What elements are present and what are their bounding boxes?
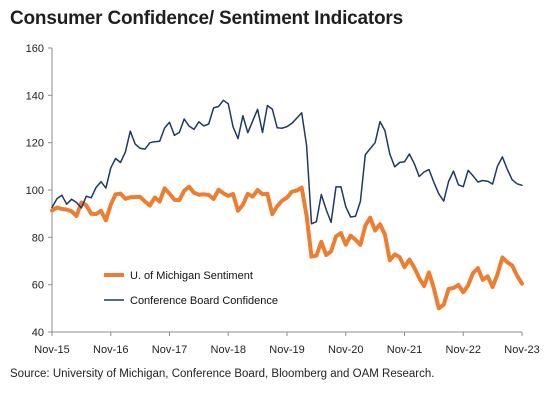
line-chart: 40 60 80 100 120 140 160 Nov-15 Nov-16 Nov-17 Nov-… (26, 43, 540, 356)
x-tick-label: Nov-20 (328, 344, 363, 356)
x-tick-label: Nov-23 (504, 344, 539, 356)
series-line-conference-board (51, 99, 523, 225)
x-tick-label: Nov-19 (269, 344, 304, 356)
x-tick-label: Nov-18 (211, 344, 246, 356)
y-tick-label: 100 (26, 185, 44, 197)
series-line-michigan (50, 184, 524, 311)
legend-label-conference-board: Conference Board Confidence (130, 295, 278, 307)
y-tick-label: 140 (26, 90, 44, 102)
x-tick-label: Nov-21 (387, 344, 422, 356)
y-tick-label: 40 (32, 327, 44, 339)
chart-axes: 40 60 80 100 120 140 160 Nov-15 Nov-16 Nov-17 Nov-… (26, 43, 540, 356)
series-layer (50, 99, 524, 311)
y-tick-label: 160 (26, 43, 44, 55)
x-tick-label: Nov-17 (152, 344, 187, 356)
x-tick-label: Nov-16 (93, 344, 128, 356)
chart-legend: U. of Michigan Sentiment Conference Boar… (104, 270, 278, 307)
y-tick-label: 60 (32, 280, 44, 292)
y-tick-label: 120 (26, 138, 44, 150)
x-tick-label: Nov-22 (446, 344, 481, 356)
x-tick-label: Nov-15 (34, 344, 69, 356)
chart-title: Consumer Confidence/ Sentiment Indicator… (10, 8, 403, 29)
legend-label-michigan: U. of Michigan Sentiment (130, 270, 253, 282)
source-note: Source: University of Michigan, Conferen… (10, 368, 435, 380)
y-tick-label: 80 (32, 232, 44, 244)
